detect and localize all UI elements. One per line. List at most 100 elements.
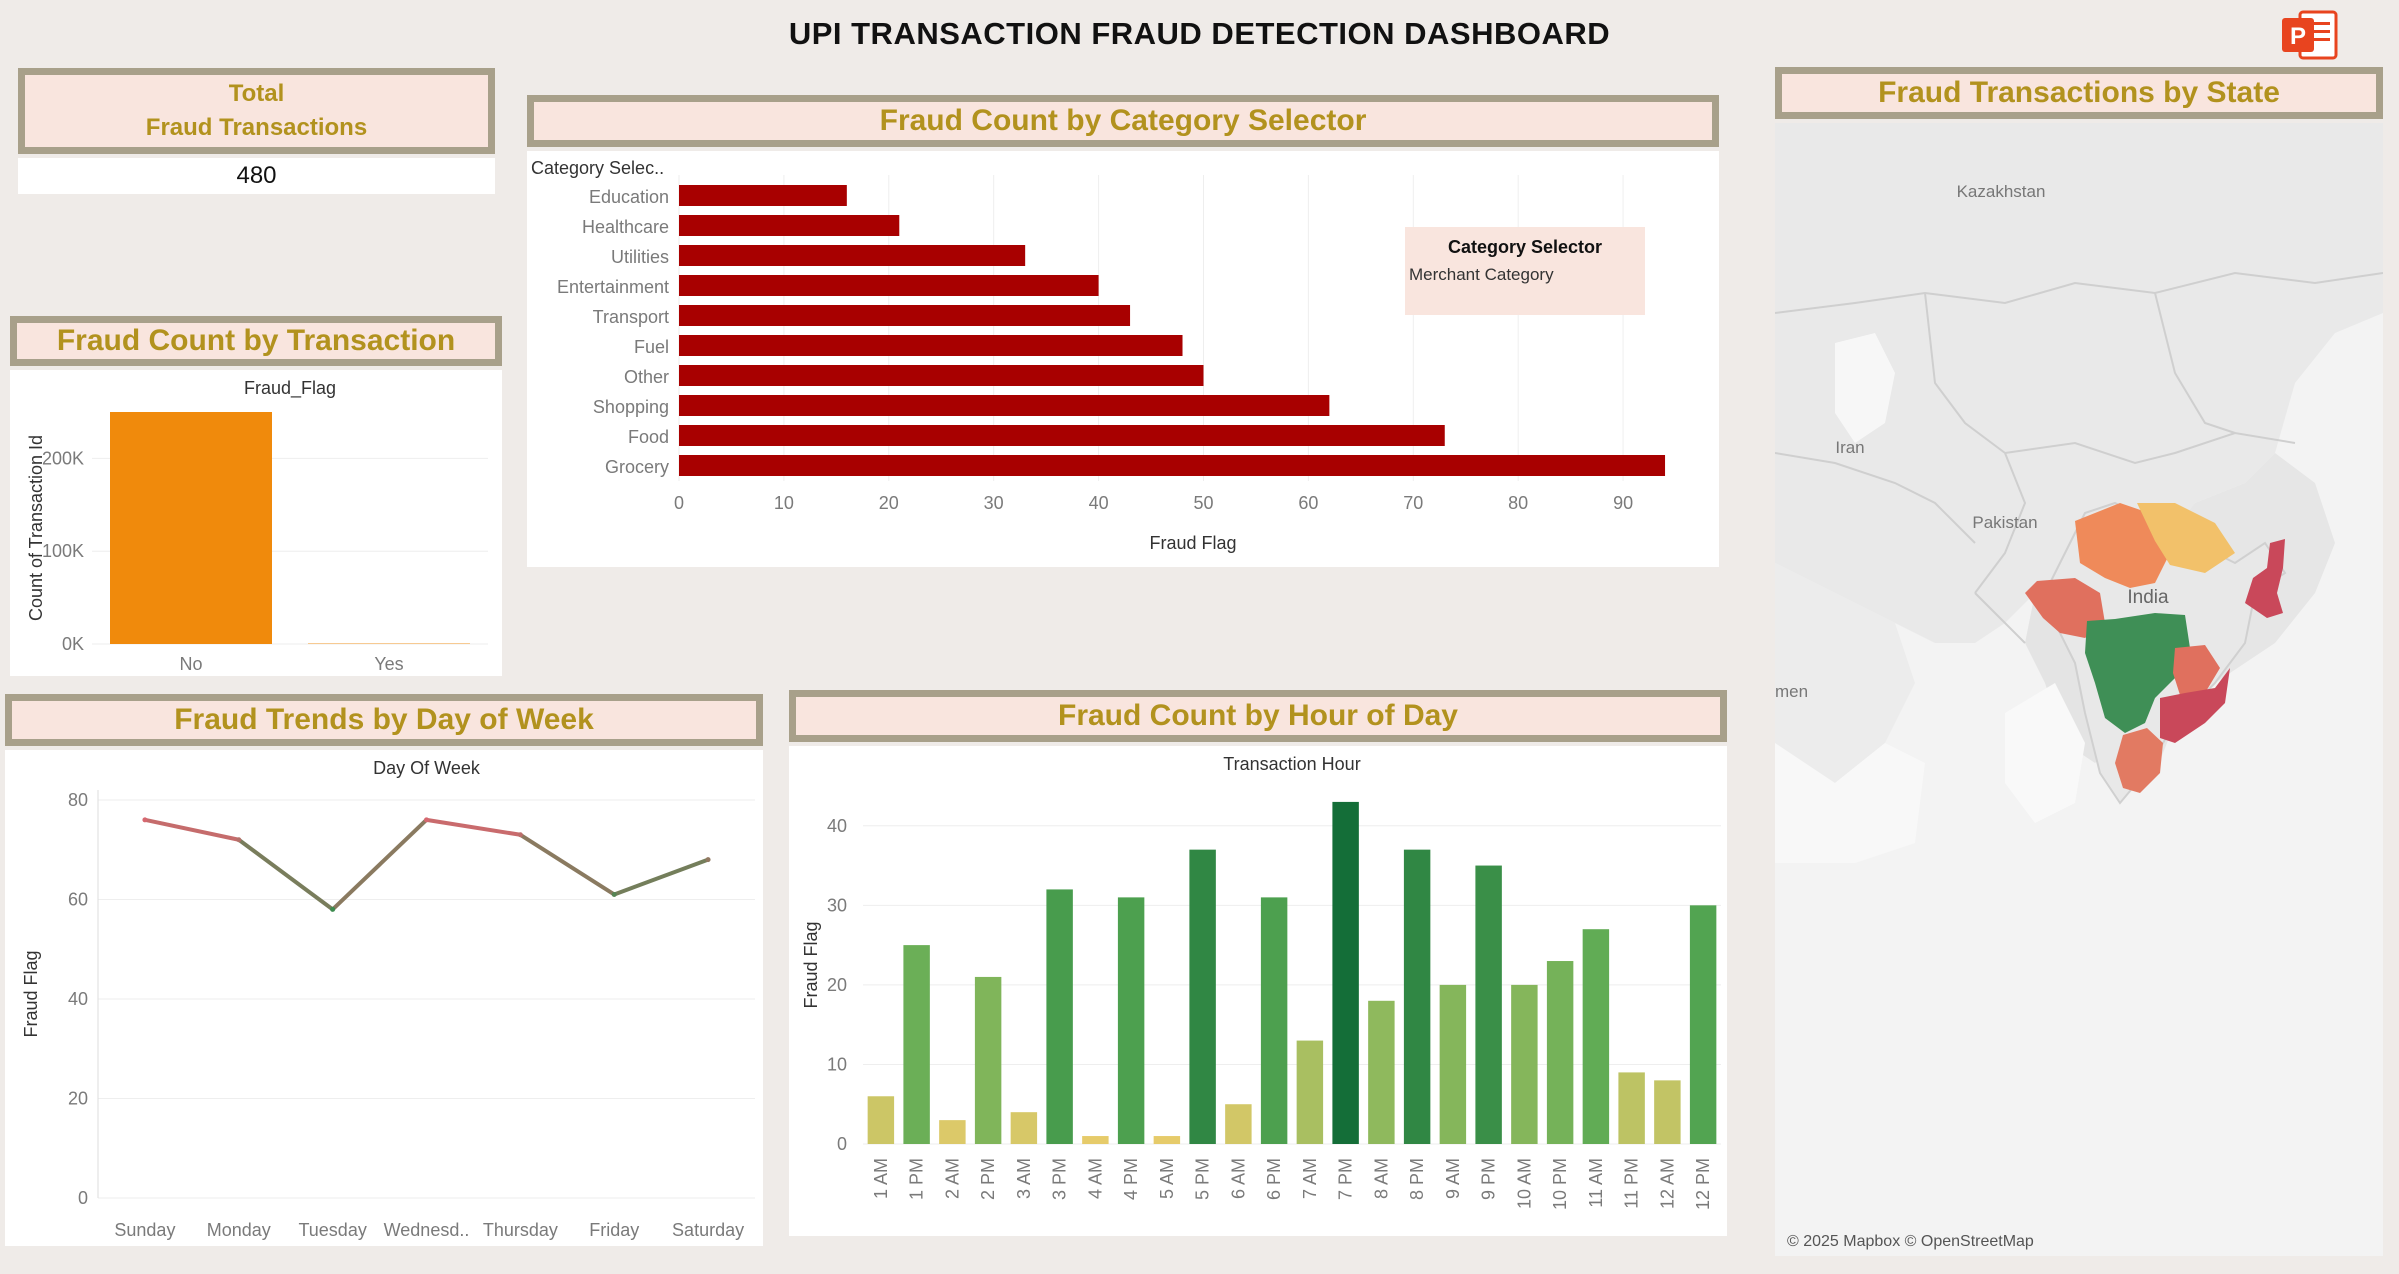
hour-bar <box>1439 984 1467 1144</box>
map-label-yemen: men <box>1775 682 1808 701</box>
hour-y-tick: 30 <box>827 895 847 915</box>
hour-bar <box>867 1096 895 1144</box>
dow-line-segment <box>330 817 429 912</box>
dow-chart-header: Fraud Trends by Day of Week <box>5 694 763 746</box>
dow-x-tick: Wednesd.. <box>384 1220 470 1240</box>
transaction-y-axis-label: Count of Transaction Id <box>26 435 46 621</box>
state-rajasthan[interactable] <box>2075 503 2170 588</box>
dow-point <box>517 832 523 838</box>
hour-bar <box>1475 865 1502 1144</box>
category-y-tick: Transport <box>593 307 669 327</box>
category-x-tick: 30 <box>984 493 1004 513</box>
hour-y-tick: 20 <box>827 975 847 995</box>
transaction-x-tick: Yes <box>374 654 403 674</box>
state-maharashtra-karnataka[interactable] <box>2085 613 2190 733</box>
dow-y-axis-label: Fraud Flag <box>21 950 41 1037</box>
hour-x-tick: 12 PM <box>1693 1158 1713 1210</box>
dashboard-title: UPI TRANSACTION FRAUD DETECTION DASHBOAR… <box>788 16 1611 51</box>
category-y-tick: Utilities <box>611 247 669 267</box>
hour-x-tick: 2 PM <box>978 1158 998 1200</box>
dow-point <box>424 817 429 823</box>
hour-x-tick: 4 AM <box>1085 1158 1105 1199</box>
dow-y-tick: 0 <box>78 1188 88 1208</box>
hour-x-tick: 9 PM <box>1479 1158 1499 1200</box>
category-x-tick: 40 <box>1089 493 1109 513</box>
state-andhra-pradesh[interactable] <box>2160 668 2230 743</box>
dow-point <box>611 891 617 897</box>
category-y-tick: Shopping <box>593 397 669 417</box>
hour-chart-title: Transaction Hour <box>1223 754 1360 774</box>
category-bar <box>679 425 1445 446</box>
powerpoint-icon[interactable]: P <box>2280 8 2342 62</box>
hour-chart: Transaction Hour 0 10 20 30 40 Fraud Flag 1 AM 1… <box>801 754 1721 1210</box>
dow-point <box>705 857 711 863</box>
hour-x-tick: 4 PM <box>1121 1158 1141 1200</box>
hour-chart-panel: Transaction Hour 0 10 20 30 40 Fraud Flag 1 AM 1… <box>789 746 1727 1236</box>
hour-x-tick: 1 AM <box>871 1158 891 1199</box>
hour-bar <box>1260 897 1288 1144</box>
category-x-tick: 50 <box>1193 493 1213 513</box>
state-map-panel[interactable]: Kazakhstan Iran Pakistan India men © 202… <box>1775 123 2383 1256</box>
category-chart-header: Fraud Count by Category Selector <box>527 95 1719 147</box>
hour-x-tick: 3 AM <box>1014 1158 1034 1199</box>
dow-y-tick: 80 <box>68 790 88 810</box>
hour-bar <box>1689 905 1717 1144</box>
dow-point <box>236 837 242 843</box>
state-west-bengal[interactable] <box>2245 539 2285 618</box>
map-attribution: © 2025 Mapbox © OpenStreetMap <box>1787 1233 2034 1250</box>
transaction-x-tick: No <box>179 654 202 674</box>
hour-x-tick: 6 PM <box>1264 1158 1284 1200</box>
hour-bar <box>1010 1112 1038 1144</box>
hour-bar <box>1189 849 1216 1144</box>
dow-x-tick: Sunday <box>114 1220 175 1240</box>
category-legend-title: Category Selector <box>1447 237 1603 257</box>
hour-bar <box>1618 1072 1645 1144</box>
hour-bar <box>1225 1104 1252 1144</box>
dow-point <box>330 906 336 912</box>
dow-y-tick: 60 <box>68 889 88 909</box>
category-x-tick: 90 <box>1613 493 1633 513</box>
hour-chart-header: Fraud Count by Hour of Day <box>789 690 1727 742</box>
map-label-iran: Iran <box>1835 438 1864 457</box>
state-telangana[interactable] <box>2173 645 2220 695</box>
hour-y-tick: 40 <box>827 816 847 836</box>
category-bar <box>679 335 1183 356</box>
hour-bar <box>1332 801 1359 1144</box>
hour-y-tick: 10 <box>827 1054 847 1074</box>
hour-x-tick: 1 PM <box>907 1158 927 1200</box>
category-x-tick: 70 <box>1403 493 1423 513</box>
transaction-y-tick: 200K <box>42 448 84 468</box>
category-x-tick: 10 <box>774 493 794 513</box>
category-y-tick: Entertainment <box>557 277 669 297</box>
kpi-value-box: 480 <box>18 158 495 194</box>
dow-line-segment <box>142 817 241 842</box>
dow-line-segment <box>236 837 335 912</box>
hour-x-tick: 11 AM <box>1586 1158 1606 1208</box>
dow-line-segment <box>424 817 523 837</box>
hour-x-tick: 5 PM <box>1193 1158 1213 1200</box>
dow-chart: Day Of Week 0 20 40 60 80 Fraud Flag Sunday Mond… <box>21 758 755 1240</box>
dow-chart-title: Day Of Week <box>373 758 481 778</box>
hour-x-tick: 10 AM <box>1514 1158 1534 1209</box>
dow-x-tick: Thursday <box>483 1220 558 1240</box>
category-bar <box>679 185 847 206</box>
state-gujarat[interactable] <box>2025 578 2105 638</box>
dow-point <box>142 817 148 823</box>
dow-x-tick: Monday <box>207 1220 271 1240</box>
map-label-kazakhstan: Kazakhstan <box>1957 182 2046 201</box>
hour-bar <box>1654 1080 1681 1144</box>
hour-bar <box>974 976 1002 1144</box>
category-x-tick: 80 <box>1508 493 1528 513</box>
state-tamil-nadu[interactable] <box>2115 728 2163 793</box>
hour-x-tick: 10 PM <box>1550 1158 1570 1210</box>
hour-bar <box>1511 984 1538 1144</box>
hour-y-tick: 0 <box>837 1134 847 1154</box>
state-map[interactable]: Kazakhstan Iran Pakistan India men <box>1775 123 2383 1256</box>
category-bar <box>679 275 1099 296</box>
category-legend-item: Merchant Category <box>1409 265 1554 284</box>
hour-x-tick: 11 PM <box>1622 1158 1642 1209</box>
hour-bar <box>1403 849 1431 1144</box>
state-uttar-pradesh[interactable] <box>2137 503 2235 573</box>
hour-x-tick: 5 AM <box>1157 1158 1177 1199</box>
